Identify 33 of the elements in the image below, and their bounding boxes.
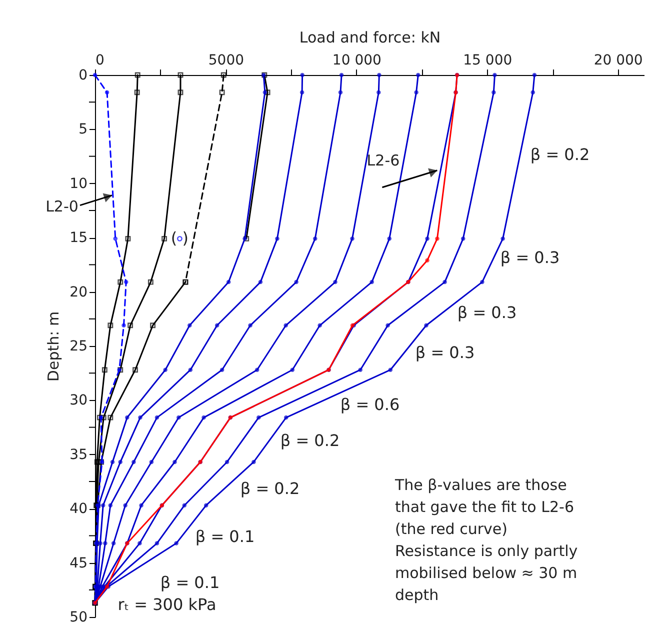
annotation: rₜ = 300 kPa — [118, 595, 216, 614]
y-tick-label: 25 — [70, 338, 88, 354]
x-tick-label: 15 000 — [463, 52, 512, 68]
x-tick-label: 20 000 — [594, 52, 643, 68]
annotation: L2-0 — [46, 197, 78, 216]
y-tick-label: 40 — [70, 501, 88, 518]
x-tick-label: 0 — [96, 52, 104, 68]
y-tick-label: 0 — [78, 68, 88, 84]
y-axis-title: Depth: m — [44, 311, 63, 382]
annotation: β = 0.2 — [240, 479, 300, 498]
annotation: β = 0.3 — [500, 248, 560, 267]
y-tick-label: 50 — [70, 610, 88, 625]
y-tick-label: 35 — [70, 446, 88, 463]
annotation: β = 0.6 — [340, 395, 400, 414]
annotation: β = 0.2 — [280, 431, 340, 450]
annotation: β = 0.2 — [530, 145, 590, 164]
x-axis-title: Load and force: kN — [299, 28, 441, 46]
annotation: Resistance is only partly mobilised below ≈ 30 m depth — [395, 542, 578, 604]
annotation: β = 0.3 — [415, 343, 475, 362]
annotation: L2-6 — [366, 151, 400, 170]
x-tick-label: 5000 — [208, 52, 244, 68]
annotation: The β-values are those that gave the fit to L2-6 (the red curve) — [394, 476, 574, 538]
y-tick-label: 5 — [78, 122, 88, 138]
y-tick-label: 10 — [70, 176, 88, 192]
annotation: β = 0.3 — [457, 303, 517, 322]
x-tick-label: 10 000 — [332, 52, 382, 68]
annotation: ( ) — [170, 228, 188, 248]
y-tick-label: 30 — [70, 392, 88, 409]
y-tick-label: 45 — [70, 555, 88, 572]
y-tick-label: 15 — [70, 230, 88, 246]
y-tick-label: 20 — [70, 284, 88, 300]
annotation: β = 0.1 — [195, 527, 255, 546]
annotation: β = 0.1 — [160, 573, 220, 592]
